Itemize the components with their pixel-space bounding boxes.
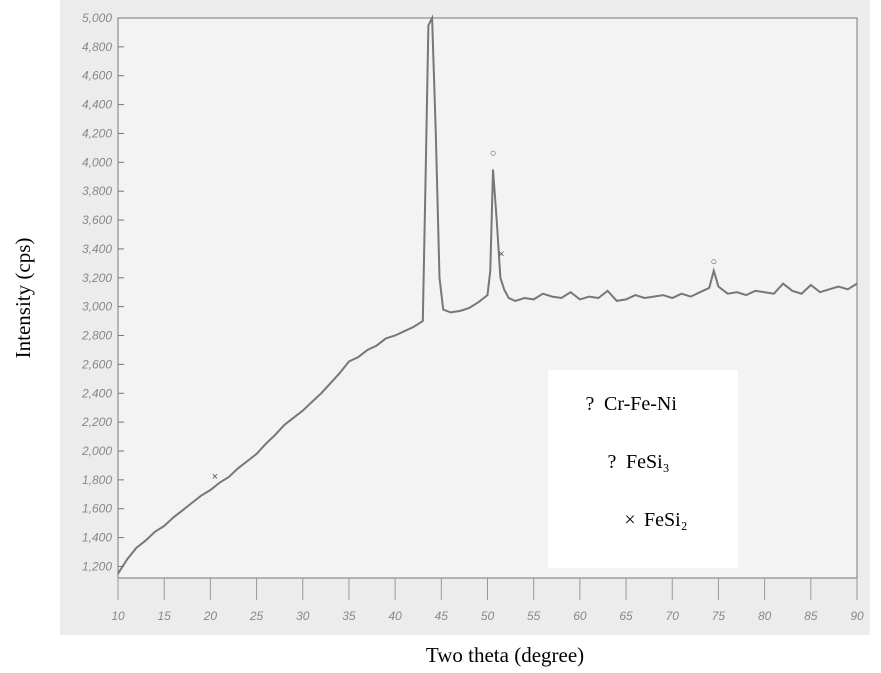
legend-box: [548, 370, 738, 568]
y-tick-label: 3,000: [82, 300, 112, 314]
y-tick-label: 3,600: [82, 213, 112, 227]
plot-frame: [117, 17, 858, 579]
legend-symbol: ?: [586, 393, 595, 415]
peak-marker: ○: [710, 256, 717, 268]
x-tick-label: 30: [296, 609, 310, 623]
series-line: [117, 14, 858, 575]
y-tick-label: 4,000: [82, 155, 112, 169]
y-tick-label: 2,400: [81, 386, 112, 400]
y-tick-label: 1,800: [82, 473, 112, 487]
y-tick-label: 1,200: [82, 559, 112, 573]
x-axis-label: Two theta (degree): [426, 643, 584, 667]
y-tick-label: 4,200: [82, 126, 112, 140]
x-tick-label: 70: [666, 609, 680, 623]
y-axis-label: Intensity (cps): [11, 238, 35, 359]
x-tick-label: 20: [203, 609, 218, 623]
y-tick-label: 4,800: [82, 40, 112, 54]
y-tick-label: 5,000: [82, 11, 112, 25]
peak-marker: ×: [212, 471, 218, 483]
x-tick-label: 60: [573, 609, 587, 623]
x-tick-label: 15: [158, 609, 172, 623]
peak-marker: ×: [498, 249, 504, 261]
y-tick-label: 2,800: [81, 329, 112, 343]
legend-label: FeSi₃: [626, 451, 670, 473]
y-tick-label: 4,400: [82, 98, 112, 112]
peak-marker: ○: [490, 148, 497, 160]
x-tick-label: 40: [388, 609, 402, 623]
legend: ? Cr-Fe-Ni? FeSi₃ × FeSi₂: [548, 370, 738, 568]
x-tick-label: 55: [527, 609, 541, 623]
x-tick-label: 85: [804, 609, 818, 623]
y-tick-label: 3,400: [82, 242, 112, 256]
y-tick-label: 3,200: [82, 271, 112, 285]
y-tick-label: 1,600: [82, 502, 112, 516]
legend-label: FeSi₂: [644, 509, 688, 531]
x-tick-label: 10: [111, 609, 125, 623]
x-tick-label: 50: [481, 609, 495, 623]
y-tick-label: 1,400: [82, 531, 112, 545]
legend-symbol: ×: [624, 509, 635, 531]
x-tick-label: 65: [619, 609, 633, 623]
y-tick-label: 2,200: [81, 415, 112, 429]
y-tick-label: 3,800: [82, 184, 112, 198]
x-tick-label: 45: [435, 609, 449, 623]
y-tick-label: 2,600: [81, 357, 112, 371]
y-tick-label: 4,600: [82, 69, 112, 83]
legend-label: Cr-Fe-Ni: [604, 393, 677, 415]
y-tick-label: 2,000: [81, 444, 112, 458]
legend-symbol: ?: [608, 451, 617, 473]
x-tick-label: 35: [342, 609, 356, 623]
x-tick-label: 75: [712, 609, 726, 623]
x-tick-label: 90: [850, 609, 864, 623]
x-tick-label: 25: [249, 609, 264, 623]
x-tick-label: 80: [758, 609, 772, 623]
